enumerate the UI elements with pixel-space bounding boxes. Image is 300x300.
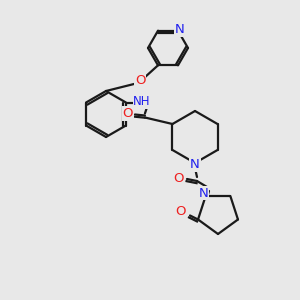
Text: N: N: [199, 187, 208, 200]
Text: N: N: [175, 23, 185, 36]
Text: O: O: [135, 74, 145, 88]
Text: O: O: [175, 205, 185, 218]
Text: O: O: [123, 107, 133, 120]
Text: N: N: [190, 158, 200, 172]
Text: O: O: [174, 172, 184, 185]
Text: NH: NH: [133, 95, 151, 108]
